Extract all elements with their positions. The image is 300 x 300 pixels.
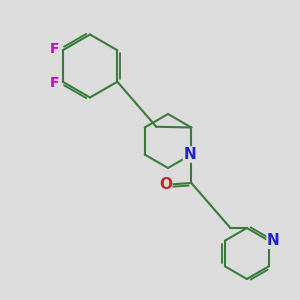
Text: N: N — [267, 233, 280, 248]
Text: N: N — [184, 147, 196, 162]
Text: O: O — [159, 177, 172, 192]
Text: F: F — [50, 42, 59, 56]
Text: F: F — [50, 76, 59, 90]
